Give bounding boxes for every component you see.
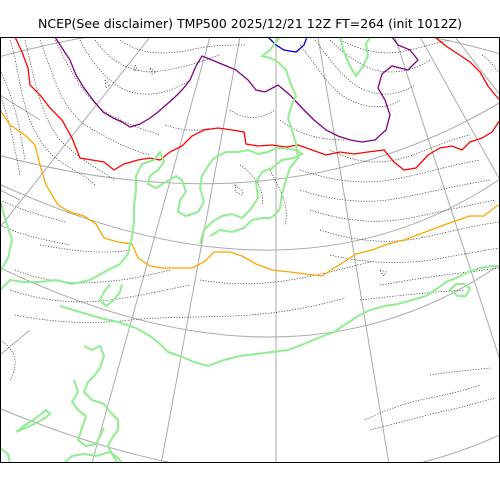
isotherm-red — [14, 37, 500, 171]
coastline — [149, 67, 157, 75]
chart-title: NCEP(See disclaimer) TMP500 2025/12/21 1… — [38, 16, 462, 31]
meridian-line — [419, 37, 500, 181]
coastline — [279, 119, 346, 141]
latitude-line — [0, 407, 500, 463]
meridian-line — [0, 94, 41, 121]
latitude-line — [0, 101, 500, 185]
coastline — [0, 199, 66, 223]
coastline — [199, 261, 371, 285]
isotherm-green-segment — [98, 283, 123, 308]
coastline — [339, 39, 451, 54]
isotherm-green — [0, 37, 500, 463]
coastlines — [0, 39, 500, 431]
coastline — [94, 39, 221, 73]
latitude-line — [0, 263, 500, 338]
meridian-line — [317, 37, 390, 463]
graticule-meridians — [0, 37, 500, 463]
isotherm-red-northeast — [434, 37, 500, 101]
coastline — [329, 134, 471, 163]
coastline — [319, 221, 500, 242]
coastline — [104, 79, 111, 89]
coastline — [359, 289, 466, 301]
isotherm-green-segment — [0, 199, 14, 273]
isotherm-green-segment — [448, 283, 472, 297]
coastline — [14, 269, 171, 284]
coastline — [39, 39, 151, 156]
coastline — [39, 244, 131, 253]
coastline — [429, 367, 491, 376]
meridian-line — [394, 37, 500, 361]
coastline — [299, 179, 491, 202]
coastline — [379, 267, 500, 286]
coastline — [0, 339, 16, 381]
coastline — [329, 39, 431, 73]
coastline — [14, 297, 346, 323]
coastline — [9, 284, 191, 303]
coastline — [119, 39, 246, 54]
latitude-line — [0, 178, 500, 251]
coastline — [79, 39, 191, 95]
meridian-line — [91, 37, 211, 463]
coastline — [481, 54, 499, 73]
meridian-line — [160, 37, 241, 463]
meridian-line — [0, 189, 21, 201]
isotherm-green-segment — [15, 408, 52, 433]
coastline — [329, 247, 500, 263]
coastline — [164, 124, 211, 131]
isotherm-green-segment — [63, 450, 123, 463]
latitude-line — [0, 37, 500, 58]
coastline — [234, 184, 244, 196]
graticule-latitudes — [0, 37, 500, 463]
coastline — [309, 199, 496, 222]
coastline — [0, 69, 26, 161]
isotherm-green-segment — [0, 447, 11, 463]
isotherm-green-segment — [82, 344, 119, 463]
coastline — [229, 109, 276, 118]
meridian-line — [0, 329, 31, 356]
isotherm-green-segment — [70, 379, 105, 448]
isotherm-green-segment — [339, 37, 371, 78]
coastline — [379, 269, 387, 277]
isotherm-orange — [0, 109, 500, 277]
meridian-line — [454, 37, 500, 96]
coastline — [0, 224, 71, 246]
isotherm-purple-west — [54, 37, 419, 143]
coastline — [299, 159, 481, 183]
coastline — [9, 39, 96, 186]
coastline — [133, 64, 139, 72]
meridian-line — [0, 37, 151, 229]
coastline — [269, 169, 287, 226]
coastline — [299, 44, 401, 108]
isotherm-green-segment — [0, 147, 304, 291]
isotherm-green-segment — [209, 37, 300, 237]
coastline — [0, 94, 21, 176]
isotherm-green-segment — [59, 265, 500, 368]
